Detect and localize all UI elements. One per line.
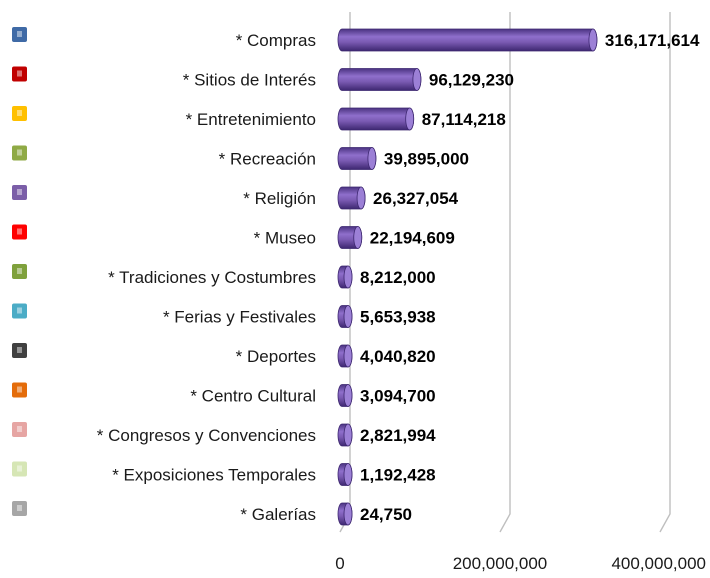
legend-swatch-highlight bbox=[17, 31, 22, 37]
legend-swatch bbox=[12, 343, 27, 358]
category-label: * Deportes bbox=[236, 347, 316, 366]
legend-swatch bbox=[12, 461, 27, 477]
value-labels: 316,171,614 96,129,230 87,114,218 39,895,00… bbox=[360, 31, 700, 524]
legend-swatch-highlight bbox=[17, 505, 22, 511]
bar bbox=[337, 463, 353, 486]
legend-swatch-highlight bbox=[17, 426, 22, 432]
bars bbox=[337, 28, 598, 526]
bar bbox=[337, 28, 598, 52]
legend-swatch-highlight bbox=[17, 228, 22, 235]
value-label: 8,212,000 bbox=[360, 268, 436, 287]
legend-swatch-highlight bbox=[17, 70, 22, 77]
legend-swatch bbox=[12, 27, 27, 42]
x-tick-label: 200,000,000 bbox=[453, 554, 548, 573]
bar bbox=[337, 384, 353, 407]
bar bbox=[337, 305, 353, 328]
category-label: * Galerías bbox=[240, 505, 316, 524]
legend-swatch bbox=[12, 422, 27, 437]
legend-swatch-highlight bbox=[17, 110, 22, 116]
legend-swatch-highlight bbox=[17, 189, 22, 195]
category-label: * Entretenimiento bbox=[186, 110, 316, 129]
value-label: 22,194,609 bbox=[370, 229, 455, 248]
category-label: * Compras bbox=[236, 31, 316, 50]
bar bbox=[337, 186, 366, 210]
legend-swatch-highlight bbox=[17, 347, 22, 353]
bar bbox=[337, 423, 353, 447]
gridline bbox=[659, 12, 671, 533]
value-label: 316,171,614 bbox=[605, 31, 700, 50]
value-label: 24,750 bbox=[360, 505, 412, 524]
category-label: * Tradiciones y Costumbres bbox=[108, 268, 316, 287]
value-label: 4,040,820 bbox=[360, 347, 436, 366]
legend-swatch bbox=[12, 66, 27, 82]
legend-swatch bbox=[12, 145, 27, 161]
category-label: * Religión bbox=[243, 189, 316, 208]
bar bbox=[337, 265, 353, 289]
x-tick-label: 0 bbox=[335, 554, 344, 573]
value-label: 2,821,994 bbox=[360, 426, 436, 445]
category-label: * Recreación bbox=[219, 150, 316, 169]
value-label: 96,129,230 bbox=[429, 71, 514, 90]
x-axis-ticks: 0 200,000,000 400,000,000 bbox=[335, 554, 706, 573]
value-label: 26,327,054 bbox=[373, 189, 459, 208]
legend-swatch bbox=[12, 264, 27, 279]
legend-swatch bbox=[12, 303, 27, 319]
legend-swatch-highlight bbox=[17, 386, 22, 393]
bar bbox=[337, 107, 415, 131]
category-label: * Exposiciones Temporales bbox=[112, 466, 316, 485]
value-label: 39,895,000 bbox=[384, 150, 469, 169]
bar bbox=[337, 226, 363, 249]
category-labels: * Compras * Sitios de Interés * Entretenim… bbox=[97, 31, 316, 524]
legend-swatch bbox=[12, 382, 27, 398]
bar bbox=[337, 502, 353, 526]
legend-swatch-highlight bbox=[17, 307, 22, 314]
legend-swatch-highlight bbox=[17, 149, 22, 156]
category-label: * Sitios de Interés bbox=[183, 71, 316, 90]
value-label: 1,192,428 bbox=[360, 466, 436, 485]
legend bbox=[12, 27, 27, 516]
legend-swatch bbox=[12, 501, 27, 516]
value-label: 3,094,700 bbox=[360, 387, 436, 406]
legend-swatch-highlight bbox=[17, 268, 22, 274]
bar bbox=[337, 68, 422, 91]
bar bbox=[337, 147, 377, 170]
bar bbox=[337, 344, 353, 368]
gridline bbox=[499, 12, 511, 533]
x-tick-label: 400,000,000 bbox=[611, 554, 706, 573]
category-label: * Ferias y Festivales bbox=[163, 308, 316, 327]
category-label: * Museo bbox=[254, 229, 316, 248]
legend-swatch bbox=[12, 106, 27, 121]
legend-swatch-highlight bbox=[17, 465, 22, 472]
value-label: 5,653,938 bbox=[360, 308, 436, 327]
legend-swatch bbox=[12, 224, 27, 240]
category-label: * Congresos y Convenciones bbox=[97, 426, 316, 445]
value-label: 87,114,218 bbox=[422, 110, 506, 129]
category-label: * Centro Cultural bbox=[190, 387, 316, 406]
legend-swatch bbox=[12, 185, 27, 200]
